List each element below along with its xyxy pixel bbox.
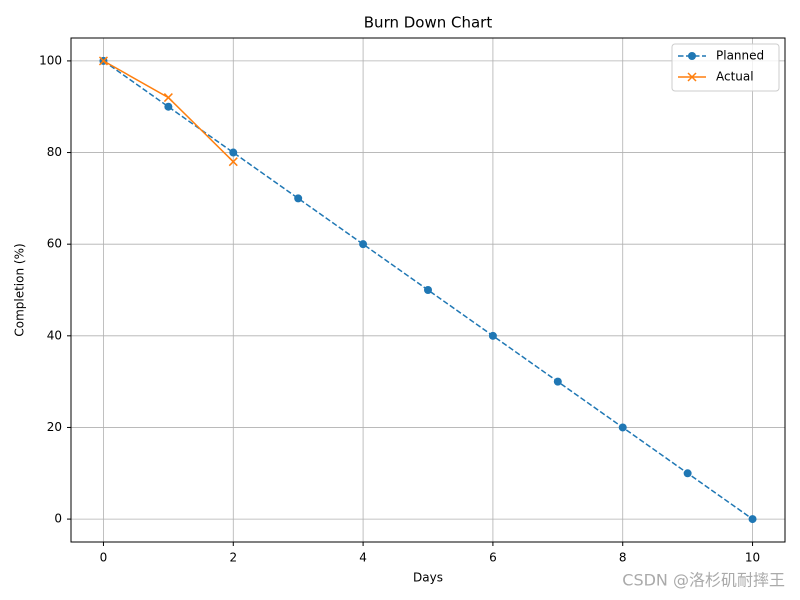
point <box>228 157 238 167</box>
y-tick-label: 20 <box>47 420 62 434</box>
y-tick-label: 80 <box>47 145 62 159</box>
legend-label: Actual <box>716 70 754 84</box>
legend: Planned Actual <box>671 43 780 92</box>
point <box>424 286 432 294</box>
point <box>359 240 368 249</box>
point <box>98 56 108 66</box>
legend-marker <box>687 72 697 82</box>
point <box>488 331 497 340</box>
x-tick-label: 0 <box>100 551 108 565</box>
x-tick-label: 4 <box>359 551 367 565</box>
x-tick-label: 10 <box>745 551 760 565</box>
x-tick-label: 6 <box>489 551 497 565</box>
point <box>553 377 562 386</box>
y-tick-label: 0 <box>54 512 62 526</box>
legend-label: Planned <box>716 49 764 63</box>
y-tick-label: 40 <box>47 328 62 342</box>
legend-marker <box>688 52 696 60</box>
point <box>618 423 627 432</box>
point <box>163 93 173 103</box>
point <box>164 102 173 111</box>
y-axis-label: Completion (%) <box>13 243 27 336</box>
x-tick-label: 8 <box>619 551 627 565</box>
chart-title: Burn Down Chart <box>364 14 493 32</box>
point <box>748 515 757 524</box>
watermark: CSDN @洛杉矶耐摔王 <box>622 571 785 590</box>
plot-frame <box>70 37 786 543</box>
point <box>294 194 303 203</box>
point <box>683 469 692 478</box>
x-axis-label: Days <box>413 571 443 585</box>
point <box>229 148 238 157</box>
y-tick-label: 60 <box>47 237 62 251</box>
x-tick-label: 2 <box>229 551 237 565</box>
y-tick-label: 100 <box>39 53 62 67</box>
